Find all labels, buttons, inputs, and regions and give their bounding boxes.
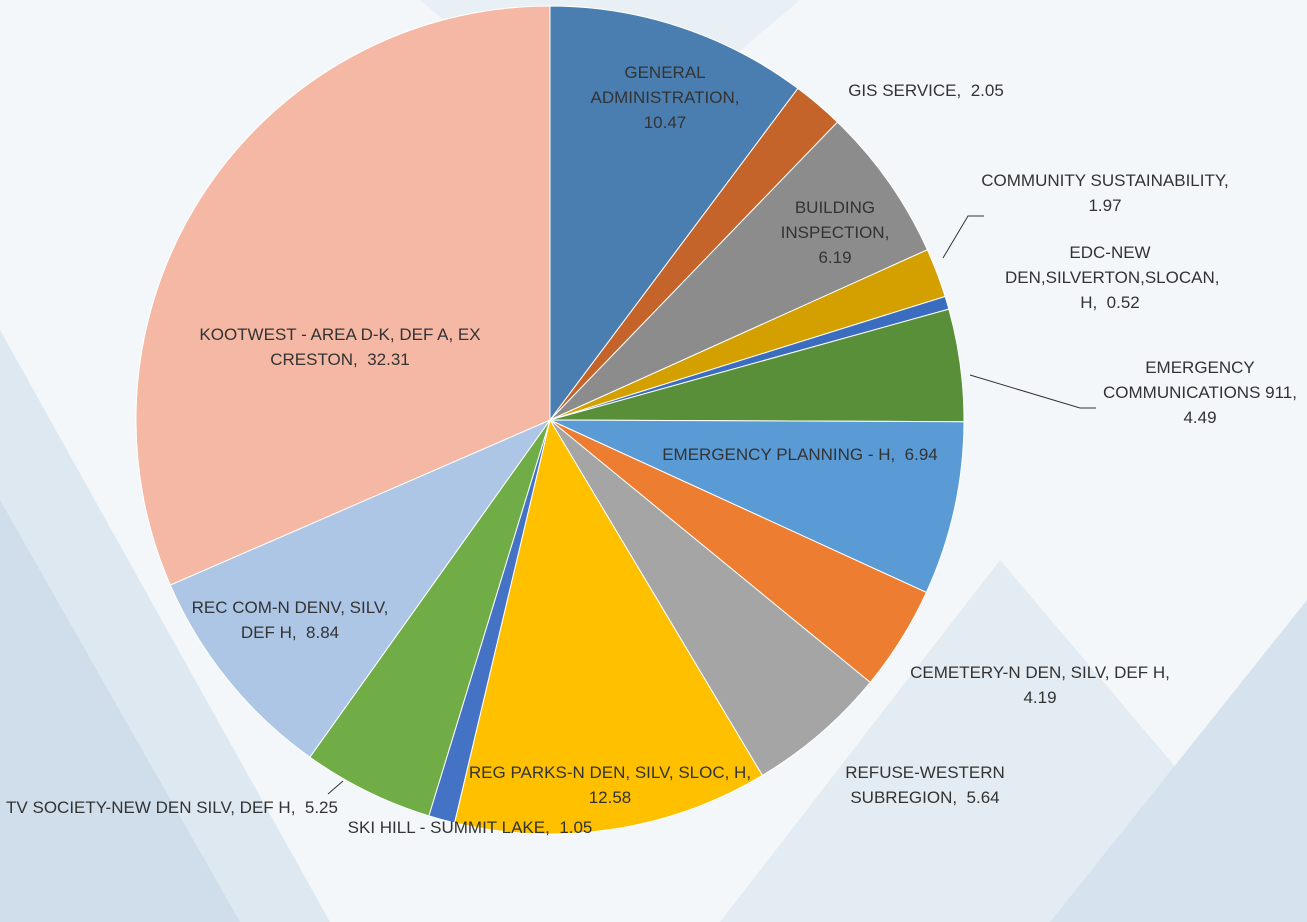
data-label: CEMETERY-N DEN, SILV, DEF H, 4.19 <box>910 660 1170 710</box>
label-separator: , <box>952 788 967 807</box>
data-label: GENERAL ADMINISTRATION, 10.47 <box>580 60 750 135</box>
label-category: TV SOCIETY-NEW DEN SILV, DEF H <box>6 798 291 817</box>
label-category: GENERAL ADMINISTRATION <box>590 63 735 107</box>
data-label: REFUSE-WESTERN SUBREGION, 5.64 <box>825 760 1025 810</box>
label-value: 1.05 <box>559 818 593 837</box>
label-separator: , <box>353 350 368 369</box>
label-value: 4.19 <box>1023 688 1057 707</box>
data-label: TV SOCIETY-NEW DEN SILV, DEF H, 5.25 <box>2 795 342 820</box>
background-shape <box>0 500 240 922</box>
pie-slice <box>549 419 871 777</box>
label-separator: , <box>890 445 905 464</box>
label-separator: , <box>1224 171 1239 190</box>
data-label: GIS SERVICE, 2.05 <box>796 78 1056 103</box>
label-value: 2.05 <box>970 81 1004 100</box>
label-separator: , <box>956 81 971 100</box>
label-separator: , <box>1092 293 1107 312</box>
label-separator: , <box>1292 383 1307 402</box>
label-separator: , <box>746 763 761 782</box>
label-category: GIS SERVICE <box>848 81 957 100</box>
label-category: COMMUNITY SUSTAINABILITY <box>981 171 1225 190</box>
label-separator: , <box>290 798 305 817</box>
label-category: KOOTWEST - AREA D-K, DEF A, EX CRESTON <box>199 325 481 369</box>
label-value: 5.25 <box>304 798 338 817</box>
label-separator: , <box>734 88 749 107</box>
data-label: SKI HILL - SUMMIT LAKE, 1.05 <box>330 815 610 840</box>
label-value: 4.49 <box>1183 408 1217 427</box>
pie-slice <box>135 5 551 586</box>
label-value: 1.97 <box>1088 196 1122 215</box>
label-value: 32.31 <box>367 350 410 369</box>
label-category: REC COM-N DENV, SILV, DEF H <box>191 598 389 642</box>
slices <box>135 5 965 835</box>
pie-slice <box>549 121 929 421</box>
leader-line <box>327 780 344 795</box>
background-shape <box>1050 600 1307 922</box>
data-label: KOOTWEST - AREA D-K, DEF A, EX CRESTON, … <box>175 322 505 372</box>
label-value: 12.58 <box>588 788 632 807</box>
pie-slice <box>549 419 965 594</box>
data-label: REG PARKS-N DEN, SILV, SLOC, H, 12.58 <box>465 760 755 810</box>
label-category: BUILDING INSPECTION <box>780 198 885 242</box>
label-value: 10.47 <box>643 113 687 132</box>
label-category: CEMETERY-N DEN, SILV, DEF H <box>910 663 1166 682</box>
label-separator: , <box>884 223 899 242</box>
label-separator: , <box>291 623 307 642</box>
label-category: SKI HILL - SUMMIT LAKE <box>347 818 546 837</box>
label-category: EDC-NEW DEN,SILVERTON,SLOCAN, H <box>1005 243 1220 312</box>
label-value: 5.64 <box>966 788 1000 807</box>
data-label: BUILDING INSPECTION, 6.19 <box>770 195 900 270</box>
label-value: 8.84 <box>306 623 340 642</box>
pie-slice <box>169 418 552 758</box>
label-separator: , <box>545 818 560 837</box>
data-label: EMERGENCY COMMUNICATIONS 911, 4.49 <box>1090 355 1307 430</box>
data-label: EMERGENCY PLANNING - H, 6.94 <box>650 442 950 467</box>
leader-line <box>942 215 984 259</box>
label-separator: , <box>1165 663 1180 682</box>
data-label: REC COM-N DENV, SILV, DEF H, 8.84 <box>175 595 405 645</box>
label-category: REG PARKS-N DEN, SILV, SLOC, H <box>468 763 747 782</box>
pie-slice <box>549 5 799 422</box>
label-value: 0.52 <box>1106 293 1140 312</box>
label-value: 6.94 <box>904 445 938 464</box>
label-category: EMERGENCY COMMUNICATIONS 911 <box>1103 358 1293 402</box>
data-label: EDC-NEW DEN,SILVERTON,SLOCAN, H, 0.52 <box>1005 240 1219 315</box>
label-category: EMERGENCY PLANNING - H <box>662 445 891 464</box>
label-category: REFUSE-WESTERN SUBREGION <box>845 763 1005 807</box>
pie-slice <box>453 418 764 835</box>
leader-line <box>969 374 1096 409</box>
data-label: COMMUNITY SUSTAINABILITY, 1.97 <box>975 168 1235 218</box>
label-value: 6.19 <box>818 248 852 267</box>
